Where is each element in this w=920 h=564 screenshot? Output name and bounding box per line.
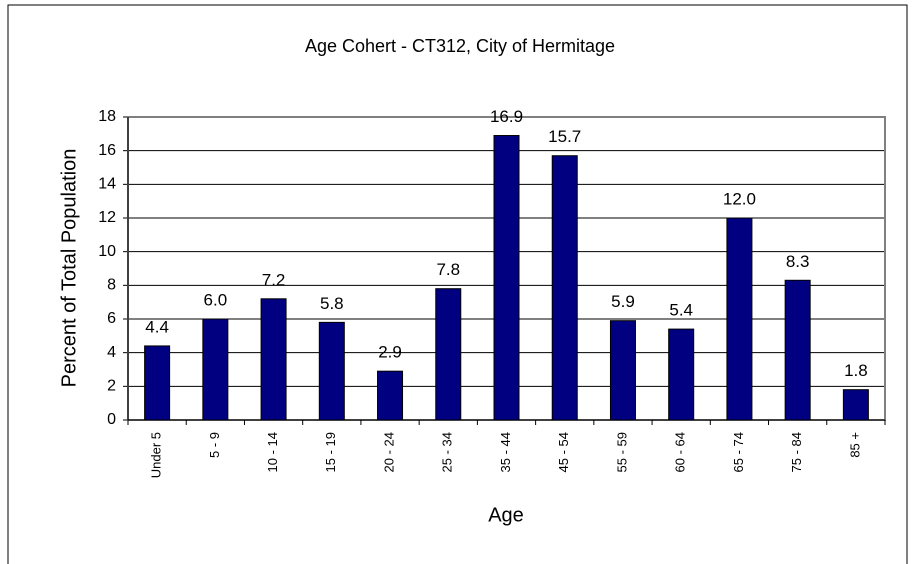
bar	[668, 328, 695, 421]
bar	[842, 389, 869, 421]
y-tick-label: 14	[98, 176, 116, 193]
chart-title: Age Cohert - CT312, City of Hermitage	[305, 36, 615, 56]
bar	[609, 320, 636, 421]
bar	[260, 298, 287, 421]
y-tick-label: 12	[98, 209, 116, 226]
data-label: 4.4	[145, 317, 169, 336]
data-label: 6.0	[204, 290, 228, 309]
x-tick-label: 5 - 9	[207, 432, 222, 458]
bar	[551, 155, 578, 421]
x-tick-label: 55 - 59	[614, 432, 629, 472]
bar	[202, 318, 229, 421]
data-label: 12.0	[723, 189, 756, 208]
data-label: 15.7	[548, 127, 581, 146]
data-label: 5.4	[669, 301, 693, 320]
data-label: 7.2	[262, 270, 286, 289]
x-tick-label: 45 - 54	[556, 432, 571, 472]
data-label: 5.9	[611, 292, 635, 311]
y-tick-label: 4	[107, 344, 116, 361]
data-label: 8.3	[786, 252, 810, 271]
x-tick-label: 60 - 64	[673, 432, 688, 472]
data-label: 2.9	[378, 343, 402, 362]
bar	[318, 321, 345, 421]
x-tick-label: Under 5	[149, 432, 164, 478]
bar	[377, 370, 404, 421]
bar	[435, 288, 462, 421]
y-tick-label: 8	[107, 277, 116, 294]
y-tick-label: 16	[98, 142, 116, 159]
x-tick-label: 25 - 34	[440, 432, 455, 472]
x-tick-label: 15 - 19	[323, 432, 338, 472]
x-tick-label: 10 - 14	[265, 432, 280, 472]
bar	[144, 345, 171, 421]
y-axis-label: Percent of Total Population	[58, 149, 80, 388]
x-tick-label: 85 +	[847, 432, 862, 458]
y-tick-label: 0	[107, 411, 116, 428]
data-label: 1.8	[844, 361, 868, 380]
x-tick-label: 20 - 24	[381, 432, 396, 472]
x-axis-label: Age	[488, 504, 524, 526]
bar	[784, 279, 811, 421]
x-tick-label: 65 - 74	[731, 432, 746, 472]
data-label: 5.8	[320, 294, 344, 313]
bar	[726, 217, 753, 421]
y-tick-label: 10	[98, 243, 116, 260]
chart-frame	[7, 4, 908, 564]
x-tick-label: 35 - 44	[498, 432, 513, 472]
data-label: 7.8	[436, 260, 460, 279]
data-label: 16.9	[490, 107, 523, 126]
y-tick-label: 2	[107, 378, 116, 395]
x-tick-label: 75 - 84	[789, 432, 804, 472]
y-tick-label: 18	[98, 108, 116, 125]
y-tick-label: 6	[107, 310, 116, 327]
bar	[493, 135, 520, 421]
